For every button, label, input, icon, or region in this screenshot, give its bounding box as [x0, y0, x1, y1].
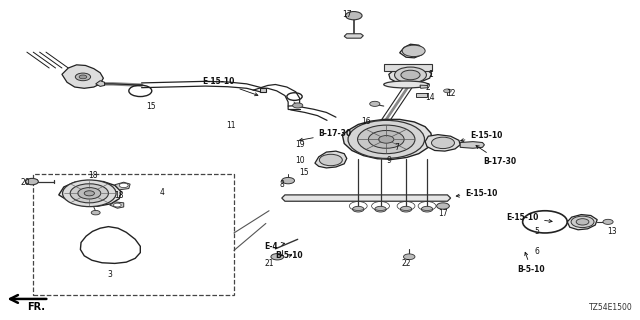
Text: 13: 13	[607, 227, 617, 236]
Text: B-17-30: B-17-30	[300, 129, 352, 141]
Text: 19: 19	[295, 140, 305, 149]
Text: 11: 11	[226, 121, 236, 130]
Circle shape	[400, 206, 412, 212]
Circle shape	[436, 203, 449, 209]
Text: 15: 15	[300, 168, 309, 177]
Text: 7: 7	[394, 143, 399, 152]
Polygon shape	[420, 85, 428, 88]
Polygon shape	[342, 119, 432, 159]
Polygon shape	[282, 195, 451, 201]
Polygon shape	[315, 151, 347, 168]
Circle shape	[78, 188, 100, 199]
Circle shape	[63, 180, 116, 207]
Polygon shape	[344, 34, 364, 38]
Text: 1: 1	[429, 70, 433, 79]
Text: 9: 9	[387, 156, 391, 165]
Circle shape	[346, 12, 362, 20]
Circle shape	[353, 206, 364, 212]
Circle shape	[379, 136, 394, 143]
Ellipse shape	[378, 134, 412, 147]
Circle shape	[119, 183, 128, 188]
Polygon shape	[399, 44, 424, 58]
Text: 5: 5	[534, 227, 539, 236]
Bar	[415, 93, 427, 97]
Polygon shape	[425, 135, 460, 151]
Polygon shape	[109, 202, 124, 208]
Text: 17: 17	[438, 209, 448, 218]
Text: 18: 18	[88, 172, 97, 180]
Circle shape	[319, 154, 342, 166]
Circle shape	[79, 75, 87, 79]
Circle shape	[394, 67, 426, 83]
Circle shape	[282, 178, 294, 184]
Text: E-15-10: E-15-10	[456, 189, 498, 198]
Text: 22: 22	[401, 259, 411, 268]
Bar	[33, 174, 234, 295]
Ellipse shape	[384, 81, 428, 88]
Circle shape	[26, 178, 38, 185]
Polygon shape	[115, 182, 130, 190]
Text: 4: 4	[159, 188, 164, 197]
Circle shape	[84, 191, 95, 196]
Circle shape	[358, 125, 415, 154]
Text: 8: 8	[280, 180, 284, 189]
Text: E-4: E-4	[264, 242, 285, 251]
Circle shape	[92, 211, 100, 215]
Circle shape	[271, 253, 284, 260]
Text: TZ54E1500: TZ54E1500	[589, 303, 632, 312]
Circle shape	[348, 120, 424, 158]
Text: E-15-10: E-15-10	[461, 131, 503, 142]
Polygon shape	[62, 65, 103, 88]
Text: E-15-10: E-15-10	[202, 77, 258, 96]
Text: E-15-10: E-15-10	[507, 213, 552, 222]
Polygon shape	[96, 81, 104, 86]
Bar	[384, 64, 431, 70]
Circle shape	[76, 73, 91, 81]
Text: 3: 3	[108, 270, 112, 279]
Text: 2: 2	[426, 83, 431, 92]
Text: FR.: FR.	[28, 302, 45, 312]
Circle shape	[402, 45, 425, 57]
Text: B-5-10: B-5-10	[518, 252, 545, 274]
Text: 14: 14	[425, 93, 435, 102]
Polygon shape	[59, 180, 121, 206]
Circle shape	[571, 216, 594, 228]
Circle shape	[292, 103, 303, 108]
Polygon shape	[567, 215, 597, 230]
Circle shape	[370, 101, 380, 106]
Circle shape	[113, 203, 121, 207]
Polygon shape	[260, 88, 266, 92]
Text: 16: 16	[361, 117, 371, 126]
Circle shape	[576, 219, 589, 225]
Circle shape	[421, 206, 433, 212]
Circle shape	[401, 70, 420, 80]
Text: 15: 15	[147, 102, 156, 111]
Text: 12: 12	[447, 89, 456, 98]
Circle shape	[431, 137, 454, 148]
Text: 10: 10	[295, 156, 305, 165]
Circle shape	[403, 254, 415, 260]
Circle shape	[70, 184, 108, 203]
Text: 18: 18	[115, 191, 124, 200]
Circle shape	[603, 219, 613, 224]
Polygon shape	[460, 142, 484, 148]
Text: 6: 6	[534, 247, 539, 256]
Circle shape	[444, 89, 451, 93]
Polygon shape	[389, 68, 431, 83]
Text: B-17-30: B-17-30	[476, 146, 516, 166]
Text: 20: 20	[20, 178, 31, 187]
Text: 21: 21	[264, 259, 274, 268]
Circle shape	[375, 206, 387, 212]
Text: 17: 17	[342, 10, 352, 19]
Text: B-5-10: B-5-10	[275, 251, 303, 260]
Circle shape	[369, 131, 404, 148]
